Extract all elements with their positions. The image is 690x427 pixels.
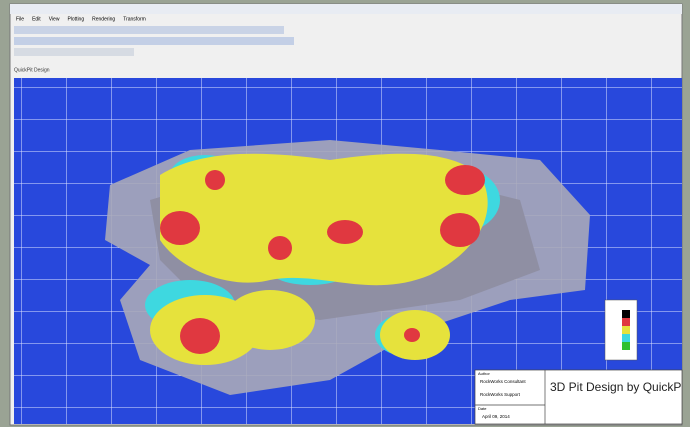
tab-label[interactable]: QuickPit Design [14,67,50,73]
menu-bar: File Edit View Plotting Rendering Transform [16,16,146,22]
red-zones [160,165,485,354]
author-label: Author [478,371,490,376]
author-1: RockWorks Consultant [480,379,526,384]
menu-item[interactable]: File [16,16,24,22]
toolbars [14,26,294,56]
title-block: Author RockWorks Consultant RockWorks Su… [474,369,683,425]
menu-item[interactable]: Plotting [67,16,84,22]
title-bar [10,4,682,14]
plot-title: 3D Pit Design by QuickP [550,380,681,394]
legend [604,299,638,361]
menu-item[interactable]: Edit [32,16,41,22]
menu-item[interactable]: Transform [123,16,146,22]
author-2: RockWorks Support [480,392,521,397]
menu-item[interactable]: Rendering [92,16,115,22]
yellow-zones [150,153,488,365]
menu-item[interactable]: View [49,16,60,22]
date-label: Date [478,406,487,411]
date: April 09, 2014 [482,414,510,419]
